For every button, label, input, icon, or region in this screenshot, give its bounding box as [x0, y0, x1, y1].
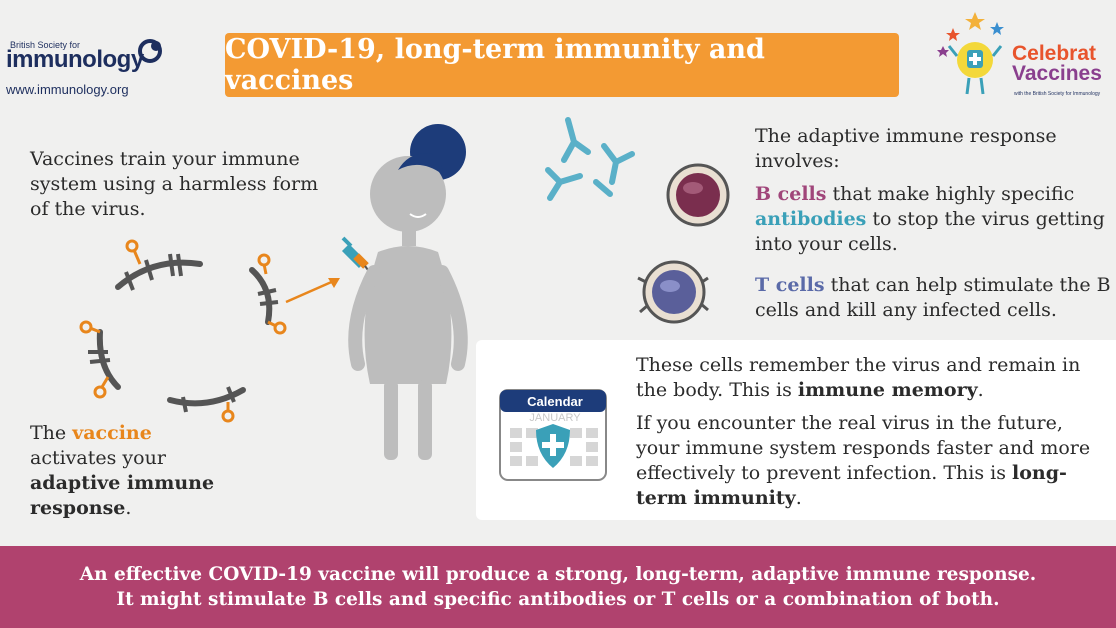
t-cells-paragraph: T cells that can help stimulate the B ce…: [755, 273, 1115, 323]
celebrate-line1: Celebrat: [1012, 44, 1097, 65]
title-banner: COVID-19, long-term immunity and vaccine…: [225, 33, 899, 97]
memory-text: These cells remember the virus and remai…: [636, 353, 1106, 511]
calendar-icon: [499, 389, 607, 481]
antibodies-icon: [545, 117, 635, 201]
arrow-icon: [285, 278, 340, 304]
calendar-header: Calendar: [527, 394, 583, 409]
text-fragment: activates your: [30, 447, 166, 469]
adaptive-response-bold: adaptive immune response: [30, 472, 215, 519]
antibodies-highlight: antibodies: [755, 208, 867, 230]
b-cells-highlight: B cells: [755, 183, 827, 205]
memory-paragraph-1: These cells remember the virus and remai…: [636, 353, 1106, 403]
logo-url: www.immunology.org: [6, 82, 129, 97]
text-fragment: .: [795, 487, 802, 509]
person-illustration: [348, 124, 468, 460]
t-cells-highlight: T cells: [755, 274, 825, 296]
bsi-logo: immunology: [6, 46, 144, 73]
vaccine-highlight: vaccine: [72, 422, 152, 444]
b-cells-paragraph: B cells that make highly specific antibo…: [755, 182, 1115, 257]
text-fragment: to stop the virus getting into your cell…: [755, 208, 1105, 255]
text-fragment: that make highly specific: [826, 183, 1075, 205]
logo-tagline: British Society for: [10, 40, 81, 50]
text-fragment: The: [30, 422, 73, 444]
celebrate-line2: Vaccines: [1012, 62, 1102, 84]
virus-fragments-icon: [79, 239, 287, 423]
text-fragment: These cells remember the virus and remai…: [636, 354, 1081, 401]
bottom-banner: An effective COVID-19 vaccine will produ…: [0, 546, 1116, 628]
memory-paragraph-2: If you encounter the real virus in the f…: [636, 411, 1106, 511]
adaptive-intro: The adaptive immune response involves:: [755, 125, 1057, 172]
t-cell-icon: [637, 260, 709, 324]
long-term-immunity-bold: long-term immunity: [636, 462, 1067, 509]
text-fragment: that can help stimulate the B cells and …: [755, 274, 1111, 321]
logo-y-icon: [138, 39, 162, 63]
text-fragment: If you encounter the real virus in the f…: [636, 412, 1091, 484]
text-fragment: .: [977, 379, 984, 401]
page-title: COVID-19, long-term immunity and vaccine…: [225, 34, 765, 96]
b-cell-icon: [666, 163, 730, 227]
celebrate-mascot-icon: [937, 12, 1004, 95]
immune-memory-bold: immune memory: [797, 379, 978, 401]
intro-text: Vaccines train your immune system using …: [30, 148, 319, 220]
bottom-line-2: It might stimulate B cells and specific …: [116, 589, 1000, 610]
calendar-month: JANUARY: [529, 412, 581, 424]
adaptive-response-text: The adaptive immune response involves: B…: [755, 124, 1115, 323]
celebrate-subtitle: with the British Society for Immunology: [1014, 91, 1101, 97]
text-fragment: .: [125, 497, 132, 519]
celebrate-vaccines-logo: Celebrat Vaccines: [1012, 44, 1116, 84]
bottom-line-1: An effective COVID-19 vaccine will produ…: [79, 564, 1037, 585]
vaccine-activates-text: The vaccine activates your adaptive immu…: [30, 421, 230, 521]
